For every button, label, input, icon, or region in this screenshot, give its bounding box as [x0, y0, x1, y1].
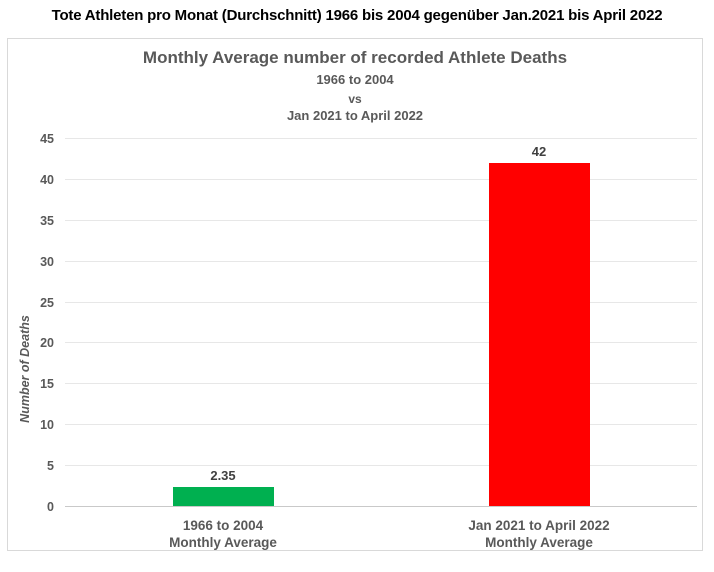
chart-subtitle-line3: Jan 2021 to April 2022	[286, 108, 424, 123]
bar-value-label: 2.35	[210, 467, 236, 483]
y-tick-label-40: 40	[40, 172, 54, 187]
gridline-20	[65, 342, 697, 344]
bar-green	[172, 486, 274, 506]
x-axis-label-line2: Monthly Average	[169, 535, 277, 550]
gridline-40	[65, 178, 697, 180]
gridline-30	[65, 260, 697, 262]
x-axis-label-line1: Jan 2021 to April 2022	[468, 518, 610, 533]
y-axis-title: Number of Deaths	[18, 315, 32, 423]
y-tick-label-20: 20	[40, 336, 54, 351]
chart-frame: Monthly Average number of recorded Athle…	[7, 38, 703, 551]
x-axis-label: Jan 2021 to April 2022 Monthly Average	[389, 517, 689, 551]
bar-red	[488, 162, 590, 506]
x-axis-label: 1966 to 2004 Monthly Average	[73, 517, 373, 551]
chart-subtitle-line2: vs	[348, 92, 362, 106]
gridline-5	[65, 465, 697, 467]
gridline-35	[65, 219, 697, 221]
gridline-45	[65, 138, 697, 139]
y-tick-label-5: 5	[47, 459, 54, 474]
y-tick-label-10: 10	[40, 418, 54, 433]
x-axis-label-line1: 1966 to 2004	[182, 518, 264, 533]
chart-subtitle-line1: 1966 to 2004	[316, 72, 394, 87]
gridline-15	[65, 383, 697, 385]
gridline-10	[65, 424, 697, 426]
chart-title: Monthly Average number of recorded Athle…	[142, 48, 568, 67]
y-tick-label-45: 45	[40, 132, 54, 146]
page-title: Tote Athleten pro Monat (Durchschnitt) 1…	[51, 7, 663, 24]
x-axis-label-line2: Monthly Average	[485, 535, 593, 550]
gridline-25	[65, 301, 697, 303]
y-tick-label-25: 25	[40, 295, 54, 310]
y-tick-label-30: 30	[40, 254, 54, 269]
y-tick-label-15: 15	[40, 377, 54, 392]
x-axis-line	[65, 506, 697, 507]
plot-area: 2.35 42	[65, 138, 697, 507]
bar-value-label: 42	[531, 143, 547, 159]
y-tick-label-0: 0	[47, 500, 54, 514]
y-tick-label-35: 35	[40, 213, 54, 228]
